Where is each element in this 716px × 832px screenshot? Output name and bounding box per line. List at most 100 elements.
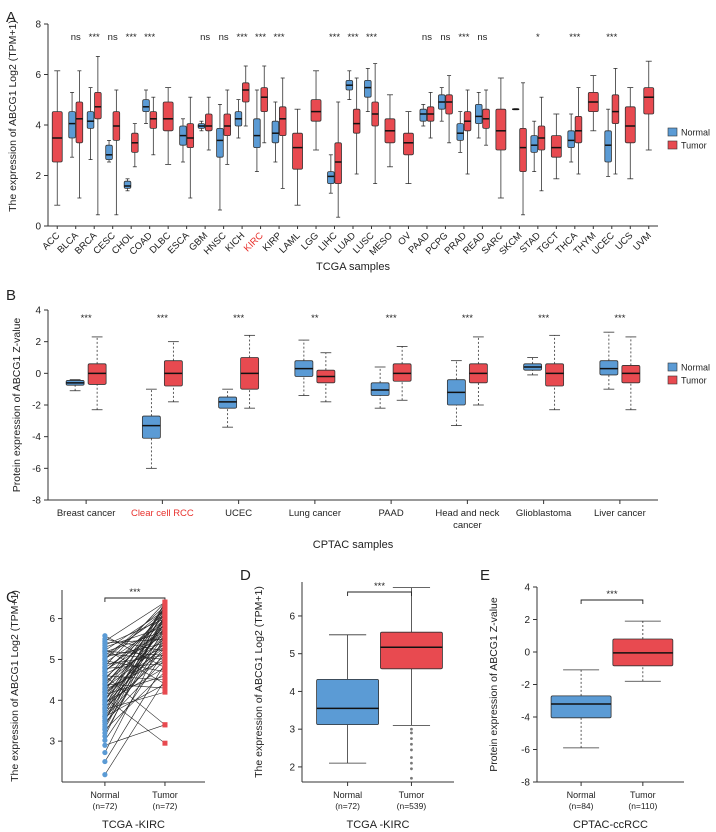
box-tumor-Glioblastoma xyxy=(545,334,565,411)
point-tumor xyxy=(162,656,168,662)
box-iqr xyxy=(310,99,322,122)
panel-a-y-title: The expression of ABCG1 Log2 (TPM+1) xyxy=(7,20,19,212)
point-normal xyxy=(102,665,108,671)
box-iqr xyxy=(550,695,612,719)
pair-line xyxy=(104,606,166,659)
panel-label-b: B xyxy=(6,287,16,304)
group-label-normal: Normal xyxy=(90,790,119,800)
significance-label: *** xyxy=(255,32,266,43)
box-tumor-PAAD xyxy=(426,92,435,139)
panel-b-x-title: CPTAC samples xyxy=(313,539,394,551)
point-normal xyxy=(102,689,108,695)
legend-label-normal: Normal xyxy=(681,363,710,373)
outlier-point xyxy=(410,727,413,731)
significance-label: *** xyxy=(329,32,340,43)
box-normal-STAD xyxy=(530,120,538,173)
group-n-normal: (n=72) xyxy=(92,801,117,811)
box-tumor-BRCA xyxy=(94,56,102,216)
point-tumor xyxy=(162,599,168,605)
group-label-tumor: Tumor xyxy=(152,790,178,800)
box-iqr xyxy=(162,101,174,132)
panel-b-y-title: Protein expression of ABCG1 Z-value xyxy=(11,318,23,493)
panel-b-y-tick-label: -8 xyxy=(32,496,41,507)
group-n-normal: (n=72) xyxy=(335,801,360,811)
panel-e-y-tick-label: -4 xyxy=(521,713,530,724)
point-tumor xyxy=(162,644,168,650)
significance-label: *** xyxy=(157,313,168,324)
box-iqr xyxy=(242,82,250,103)
box-iqr xyxy=(327,171,335,185)
panel-b-x-tick-label: cancer xyxy=(453,520,482,531)
panel-b-y-tick-label: -4 xyxy=(32,432,41,443)
pair-line xyxy=(104,630,166,668)
box-normal-KIRC xyxy=(253,89,261,173)
group-label-normal: Normal xyxy=(567,790,596,800)
box-iqr xyxy=(495,108,507,151)
box-tumor-DLBC xyxy=(162,87,174,165)
outlier-point xyxy=(410,767,413,771)
panel-label-c: C xyxy=(6,589,17,606)
significance-bracket xyxy=(580,599,644,604)
box-tumor-ESCA xyxy=(186,96,195,199)
point-tumor xyxy=(162,685,168,691)
panel-d-y-tick-label: 4 xyxy=(289,687,295,698)
box-tumor-Head and neck cancer xyxy=(468,336,488,406)
panel-label-a: A xyxy=(6,9,16,26)
box-tumor xyxy=(380,587,443,726)
significance-label: *** xyxy=(606,589,617,600)
box-iqr xyxy=(292,132,303,170)
pair-line xyxy=(104,634,166,717)
box-tumor-LGG xyxy=(310,70,322,151)
box-tumor-UCEC xyxy=(240,334,260,409)
box-iqr xyxy=(105,144,113,160)
panel-a-y-tick-label: 8 xyxy=(35,20,41,31)
box-iqr xyxy=(621,365,641,384)
panel-a-x-tick-label: KIRC xyxy=(242,230,266,254)
box-normal-Lung cancer xyxy=(294,339,314,396)
box-iqr xyxy=(87,363,107,385)
panel-e-y-tick-label: -8 xyxy=(521,778,530,789)
pair-line xyxy=(104,618,166,646)
panel-b-x-tick-label: Glioblastoma xyxy=(516,508,572,519)
panel-d-y-tick-label: 5 xyxy=(289,649,295,660)
box-normal-HNSC xyxy=(216,104,224,211)
significance-label: ** xyxy=(311,313,319,324)
outlier-point xyxy=(410,731,413,735)
point-normal xyxy=(102,633,108,639)
box-tumor-CESC xyxy=(112,89,121,216)
panel-e-y-tick-label: -6 xyxy=(521,745,530,756)
box-iqr xyxy=(574,116,583,144)
legend-label-tumor: Tumor xyxy=(681,141,707,151)
box-iqr xyxy=(550,135,562,158)
pair-line xyxy=(104,606,166,692)
group-n-tumor: (n=110) xyxy=(628,801,657,811)
pair-line xyxy=(104,650,165,656)
box-iqr xyxy=(205,113,213,132)
significance-label: ns xyxy=(108,32,118,43)
box-tumor-Breast cancer xyxy=(87,336,107,411)
pair-line xyxy=(104,634,166,671)
point-tumor xyxy=(162,722,168,728)
panel-a-x-tick-label: LGG xyxy=(299,230,321,252)
significance-label: *** xyxy=(462,313,473,324)
pair-line xyxy=(104,724,166,746)
legend-label-normal: Normal xyxy=(681,128,710,138)
box-normal-LIHC xyxy=(327,154,335,194)
box-iqr xyxy=(567,130,575,149)
group-label-normal: Normal xyxy=(333,790,362,800)
panel-b-x-tick-label: Liver cancer xyxy=(594,508,646,519)
panel-b-y-tick-label: 0 xyxy=(35,369,41,380)
box-tumor-KIRP xyxy=(278,77,287,189)
panel-a-y-tick-label: 2 xyxy=(35,171,41,182)
box-normal xyxy=(316,634,380,764)
point-normal xyxy=(102,685,108,691)
box-iqr xyxy=(149,111,158,129)
box-tumor-LAML xyxy=(292,108,303,206)
significance-bracket xyxy=(347,591,412,596)
box-normal-SKCM xyxy=(511,108,520,111)
group-label-tumor: Tumor xyxy=(399,790,425,800)
point-normal xyxy=(102,714,108,720)
point-normal xyxy=(102,681,108,687)
outlier-point xyxy=(410,761,413,765)
significance-label: ns xyxy=(477,32,487,43)
